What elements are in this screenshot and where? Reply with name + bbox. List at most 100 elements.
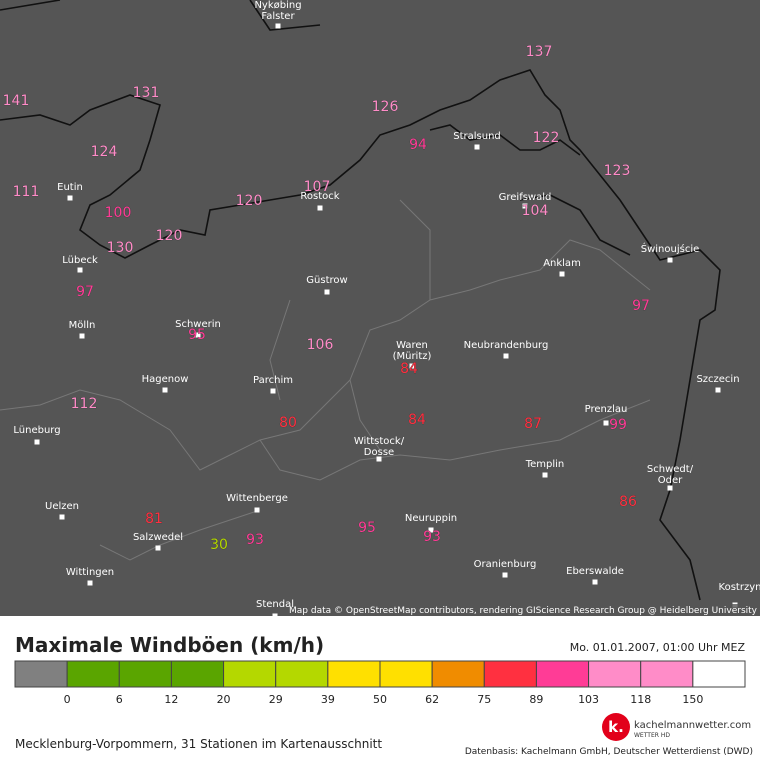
station-value: 97 xyxy=(76,284,94,300)
city-label: Stendal xyxy=(256,599,294,610)
city-label: Świnoujście xyxy=(641,242,700,255)
city-dot xyxy=(502,572,508,578)
station-value: 99 xyxy=(609,417,627,433)
station-value: 80 xyxy=(279,415,297,431)
city-label: Lüneburg xyxy=(13,425,60,436)
city-dot xyxy=(34,439,40,445)
legend-label: 20 xyxy=(217,693,231,706)
legend-box xyxy=(588,660,642,688)
legend-box xyxy=(170,660,225,688)
stations: 141 131 124 111 100 130 120 120 107 126 94 137 122 10… xyxy=(2,44,650,554)
coastline xyxy=(0,0,721,601)
logo-letter: k. xyxy=(608,718,624,736)
station-value: 137 xyxy=(526,44,553,60)
city-dot xyxy=(275,23,281,29)
logo-icon xyxy=(602,713,630,741)
city-label: Schwedt/ xyxy=(647,464,694,475)
map-background xyxy=(0,0,760,616)
legend-box xyxy=(379,660,433,688)
legend-box xyxy=(692,660,746,688)
station-value: 81 xyxy=(145,511,163,527)
city-dot xyxy=(667,257,673,263)
brand[interactable]: kachelmannwetter.com xyxy=(634,720,751,731)
station-value: 120 xyxy=(156,228,183,244)
city-dot xyxy=(667,485,673,491)
city-dot xyxy=(270,388,276,394)
city-dot xyxy=(559,271,565,277)
city-dot xyxy=(474,144,480,150)
station-value: 104 xyxy=(522,203,549,219)
station-value: 100 xyxy=(105,205,132,221)
legend-label: 6 xyxy=(116,693,123,706)
city-dot xyxy=(162,387,168,393)
city-dot xyxy=(87,580,93,586)
legend-label: 12 xyxy=(164,693,178,706)
legend-box xyxy=(535,660,590,688)
city-label: Eberswalde xyxy=(566,566,624,577)
legend-box xyxy=(66,660,120,688)
station-value: 84 xyxy=(400,361,418,377)
city-label: Güstrow xyxy=(306,275,347,286)
city-label: Wittenberge xyxy=(226,493,288,504)
city-label: Neubrandenburg xyxy=(464,340,549,351)
city-dot xyxy=(59,514,65,520)
city-label: Dosse xyxy=(364,447,394,458)
legend-box xyxy=(118,660,172,688)
city-label: Schwerin xyxy=(175,319,221,330)
legend-label: 103 xyxy=(578,693,599,706)
city-dot xyxy=(254,507,260,513)
city-dot xyxy=(79,333,85,339)
city-dot xyxy=(67,195,73,201)
city-label: Greifswald xyxy=(499,192,552,203)
legend-box xyxy=(223,660,277,688)
legend-label: 118 xyxy=(630,693,651,706)
city-label: Lübeck xyxy=(62,255,98,266)
legend-box xyxy=(640,660,694,688)
city-dot xyxy=(503,353,509,359)
station-value: 86 xyxy=(619,494,637,510)
station-value: 141 xyxy=(3,93,30,109)
station-value: 126 xyxy=(372,99,399,115)
city-label: Eutin xyxy=(57,182,83,193)
legend: 0 6 12 20 29 39 50 62 75 89 103 118 150 xyxy=(14,660,746,706)
city-dot xyxy=(77,267,83,273)
legend-box xyxy=(327,660,381,688)
city-label: (Müritz) xyxy=(393,351,432,362)
footer-region: Mecklenburg-Vorpommern, 31 Stationen im … xyxy=(15,737,382,751)
city-dot xyxy=(324,289,330,295)
station-value: 97 xyxy=(632,298,650,314)
city-label: Prenzlau xyxy=(585,404,628,415)
legend-title: Maximale Windböen (km/h) xyxy=(15,633,324,657)
city-dot xyxy=(409,363,415,369)
city-label: Oranienburg xyxy=(474,559,537,570)
city-label: Templin xyxy=(525,459,565,470)
station-value: 106 xyxy=(307,337,334,353)
legend-box xyxy=(431,660,485,688)
legend-box xyxy=(14,660,68,688)
city-label: Rostock xyxy=(300,191,339,202)
city-dot xyxy=(272,613,278,619)
station-value: 95 xyxy=(358,520,376,536)
city-label: Nykøbing xyxy=(254,0,301,11)
station-value: 84 xyxy=(408,412,426,428)
city-label: Anklam xyxy=(543,258,581,269)
legend-label: 75 xyxy=(477,693,491,706)
legend-box xyxy=(275,660,329,688)
station-value: 111 xyxy=(13,184,40,200)
legend-label: 0 xyxy=(64,693,71,706)
city-label: Neuruppin xyxy=(405,513,457,524)
city-dot xyxy=(542,472,548,478)
station-value: 122 xyxy=(533,130,560,146)
station-value: 131 xyxy=(133,85,160,101)
legend-label: 39 xyxy=(321,693,335,706)
station-value: 130 xyxy=(107,240,134,256)
city-label: Salzwedel xyxy=(133,532,183,543)
city-label: Szczecin xyxy=(696,374,739,385)
legend-date: Mo. 01.01.2007, 01:00 Uhr MEZ xyxy=(570,641,746,654)
city-dot xyxy=(317,205,323,211)
city-label: Oder xyxy=(658,475,683,486)
city-label: Wittingen xyxy=(66,567,114,578)
city-dot xyxy=(603,420,609,426)
city-dot xyxy=(195,332,201,338)
